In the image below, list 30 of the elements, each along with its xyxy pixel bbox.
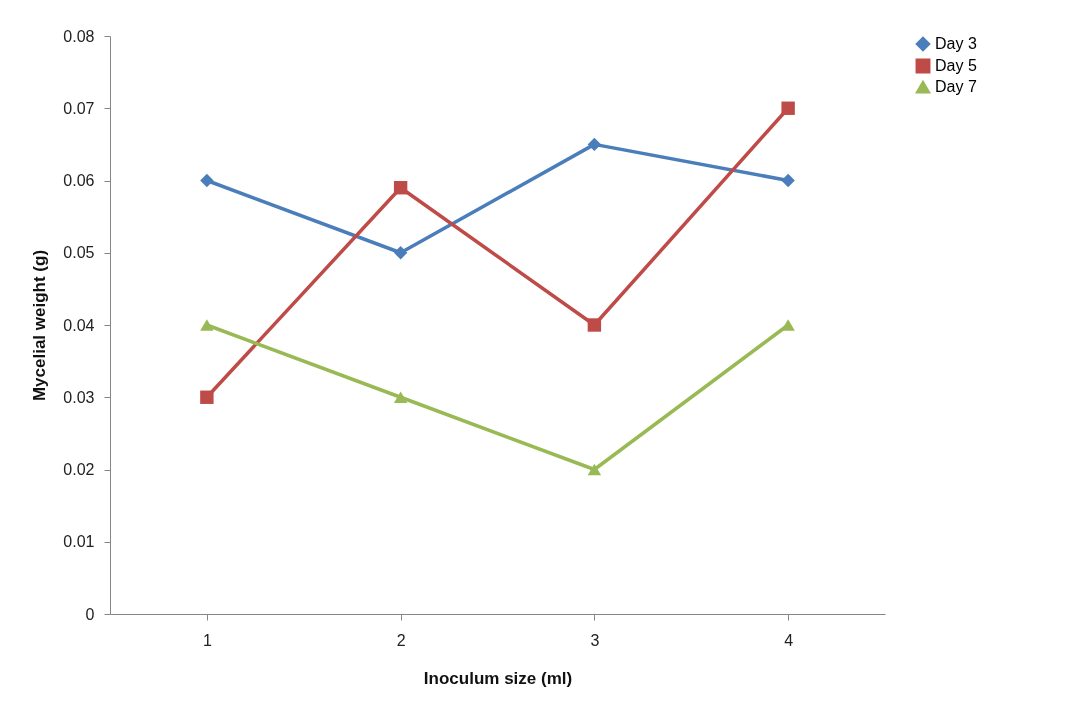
x-tick-label: 1	[202, 631, 212, 649]
x-tick-label: 3	[590, 631, 600, 649]
y-tick-label: 0	[85, 605, 95, 623]
x-tick-label: 2	[396, 631, 406, 649]
point	[587, 463, 602, 476]
point	[587, 137, 602, 152]
point	[200, 390, 214, 404]
y-axis-title: Mycelial weight (g)	[30, 249, 50, 402]
x-tick-label: 4	[784, 631, 794, 649]
y-tick-label: 0.07	[63, 99, 95, 117]
point	[781, 101, 795, 115]
y-tick-label: 0.01	[63, 533, 95, 551]
point	[781, 173, 795, 188]
legend-label: Day 7	[935, 78, 977, 95]
legend-label: Day 5	[935, 57, 977, 74]
point	[587, 318, 602, 332]
point	[200, 319, 214, 331]
y-tick-label: 0.03	[63, 388, 95, 406]
point	[393, 181, 408, 195]
y-tick-label: 0.04	[63, 316, 95, 334]
y-tick-label: 0.06	[63, 172, 95, 189]
point	[393, 391, 408, 404]
point	[781, 319, 795, 331]
point	[200, 173, 214, 188]
point	[393, 246, 408, 260]
y-tick-label: 0.05	[63, 244, 95, 262]
x-axis-title: Inoculum size (ml)	[423, 668, 573, 688]
legend-label: Day 3	[935, 35, 977, 52]
y-tick-label: 0.02	[63, 461, 95, 478]
y-tick-label: 0.08	[63, 27, 95, 45]
